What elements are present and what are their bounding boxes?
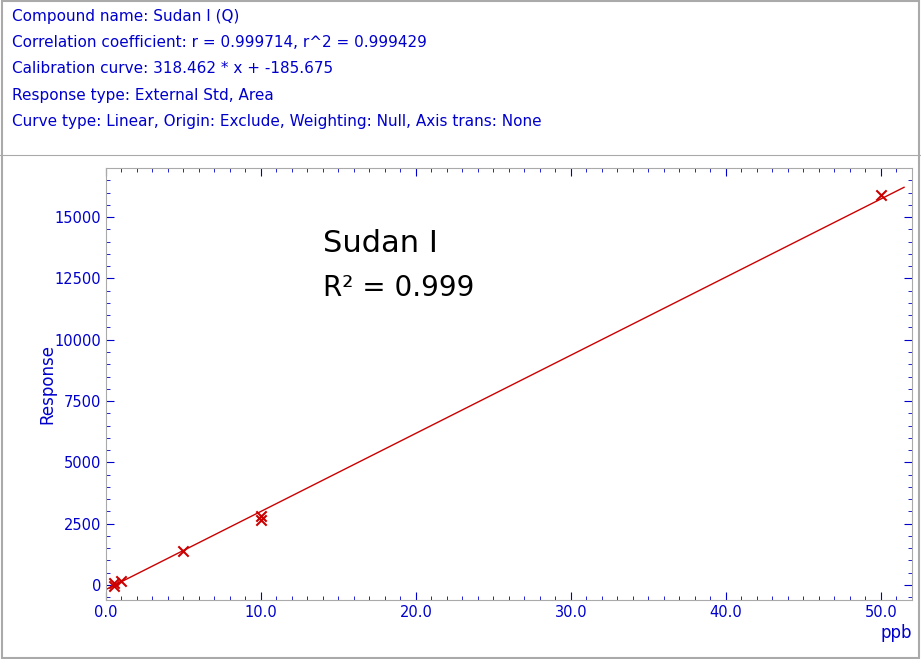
- Point: [114, 576, 129, 587]
- Point: [176, 546, 191, 556]
- Point: [253, 511, 268, 521]
- Point: [873, 190, 888, 200]
- Point: [253, 515, 268, 525]
- X-axis label: ppb: ppb: [880, 623, 912, 642]
- Text: Sudan I: Sudan I: [323, 229, 437, 258]
- Point: [106, 581, 121, 592]
- Text: Curve type: Linear, Origin: Exclude, Weighting: Null, Axis trans: None: Curve type: Linear, Origin: Exclude, Wei…: [12, 114, 542, 129]
- Y-axis label: Response: Response: [39, 344, 56, 424]
- Text: Correlation coefficient: r = 0.999714, r^2 = 0.999429: Correlation coefficient: r = 0.999714, r…: [12, 35, 426, 50]
- Text: Calibration curve: 318.462 * x + -185.675: Calibration curve: 318.462 * x + -185.67…: [12, 61, 333, 76]
- Text: Compound name: Sudan I (Q): Compound name: Sudan I (Q): [12, 9, 239, 24]
- Text: Response type: External Std, Area: Response type: External Std, Area: [12, 88, 274, 103]
- Text: R² = 0.999: R² = 0.999: [323, 273, 474, 302]
- Point: [106, 577, 121, 588]
